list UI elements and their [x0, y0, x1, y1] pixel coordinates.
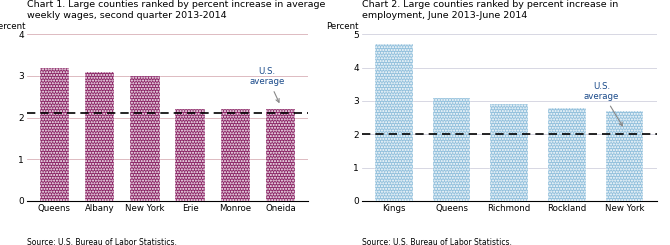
Bar: [606, 111, 643, 201]
Bar: [176, 109, 205, 201]
Text: U.S.
average: U.S. average: [249, 67, 285, 102]
Bar: [40, 68, 69, 201]
Text: U.S.
average: U.S. average: [584, 82, 622, 126]
Text: Chart 2. Large counties ranked by percent increase in
employment, June 2013-June: Chart 2. Large counties ranked by percen…: [362, 0, 618, 20]
Bar: [375, 44, 413, 201]
Text: Percent: Percent: [326, 22, 359, 31]
Text: Source: U.S. Bureau of Labor Statistics.: Source: U.S. Bureau of Labor Statistics.: [27, 238, 177, 245]
Bar: [266, 109, 295, 201]
Bar: [130, 76, 159, 201]
Bar: [220, 109, 250, 201]
Text: Source: U.S. Bureau of Labor Statistics.: Source: U.S. Bureau of Labor Statistics.: [362, 238, 512, 245]
Bar: [433, 98, 470, 201]
Bar: [548, 108, 586, 201]
Bar: [490, 104, 528, 201]
Bar: [85, 72, 115, 201]
Text: Chart 1. Large counties ranked by percent increase in average
weekly wages, seco: Chart 1. Large counties ranked by percen…: [27, 0, 325, 20]
Text: Percent: Percent: [0, 22, 25, 31]
